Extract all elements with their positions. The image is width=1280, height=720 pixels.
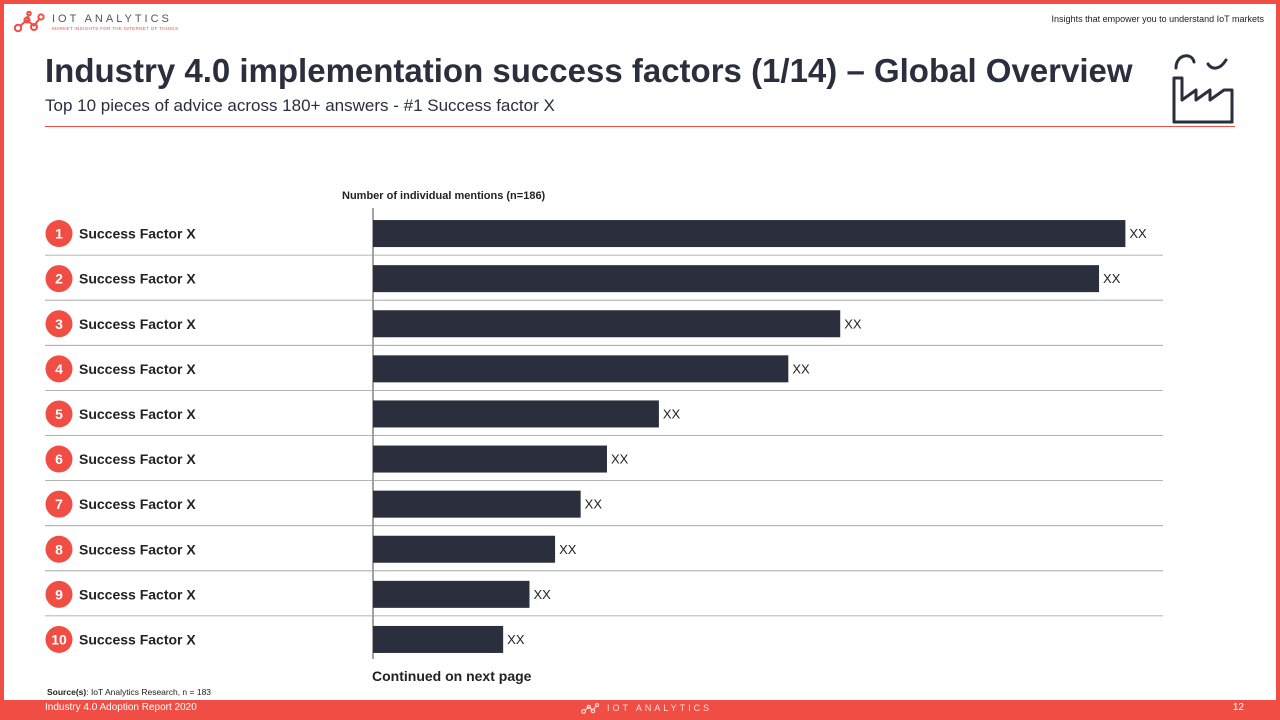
footer-logo: IOT ANALYTICS bbox=[578, 701, 712, 715]
chart-axis-title: Number of individual mentions (n=186) bbox=[342, 190, 546, 202]
value-label: XX bbox=[533, 587, 551, 602]
rank-badge bbox=[45, 535, 73, 563]
brand-logo: IOT ANALYTICS MARKET INSIGHTS FOR THE IN… bbox=[12, 10, 178, 34]
rank-badge bbox=[45, 445, 73, 473]
footer-network-logo-icon bbox=[581, 702, 600, 714]
rank-number: 5 bbox=[55, 406, 63, 422]
value-label: XX bbox=[611, 452, 629, 467]
bar bbox=[373, 220, 1126, 248]
category-label: Success Factor X bbox=[79, 451, 196, 467]
category-label: Success Factor X bbox=[79, 496, 196, 512]
page-title: Industry 4.0 implementation success fact… bbox=[45, 52, 1133, 89]
rank-badge bbox=[45, 580, 73, 608]
bar bbox=[373, 490, 581, 518]
bar bbox=[373, 355, 789, 383]
rank-number: 10 bbox=[51, 631, 67, 647]
value-label: XX bbox=[585, 497, 603, 512]
rank-badge bbox=[45, 490, 73, 518]
brand-tagline-small: MARKET INSIGHTS FOR THE INTERNET OF THIN… bbox=[52, 26, 179, 31]
bar bbox=[373, 445, 607, 473]
rank-badge bbox=[45, 310, 73, 338]
network-logo-icon bbox=[13, 10, 45, 33]
source-label: Source(s) bbox=[47, 687, 87, 697]
bar bbox=[373, 400, 659, 428]
rank-badge bbox=[45, 355, 73, 383]
value-label: XX bbox=[792, 361, 810, 376]
rank-number: 3 bbox=[55, 316, 63, 332]
factory-icon bbox=[1172, 54, 1234, 124]
value-label: XX bbox=[1103, 271, 1121, 286]
bar bbox=[373, 535, 556, 563]
category-label: Success Factor X bbox=[79, 226, 196, 242]
value-label: XX bbox=[844, 316, 862, 331]
source-text: : IoT Analytics Research, n = 183 bbox=[86, 687, 212, 697]
rank-badge bbox=[45, 400, 73, 428]
category-label: Success Factor X bbox=[79, 361, 196, 377]
rank-number: 8 bbox=[55, 541, 63, 557]
category-label: Success Factor X bbox=[79, 541, 196, 557]
footer-report-name: Industry 4.0 Adoption Report 2020 bbox=[45, 702, 197, 713]
value-label: XX bbox=[507, 632, 525, 647]
footer-logo-name: IOT ANALYTICS bbox=[607, 703, 713, 713]
bar bbox=[373, 625, 504, 653]
rank-number: 6 bbox=[55, 451, 63, 467]
rank-number: 7 bbox=[55, 496, 63, 512]
page-number: 12 bbox=[1232, 702, 1244, 713]
rank-number: 4 bbox=[55, 361, 63, 377]
category-label: Success Factor X bbox=[79, 406, 196, 422]
value-label: XX bbox=[559, 542, 577, 557]
value-label: XX bbox=[1129, 226, 1147, 241]
rank-badge bbox=[45, 265, 73, 293]
brand-name: IOT ANALYTICS bbox=[52, 13, 172, 25]
source-note: Source(s): IoT Analytics Research, n = 1… bbox=[47, 687, 211, 697]
rank-number: 9 bbox=[55, 586, 63, 602]
bar bbox=[373, 580, 530, 608]
top-tagline: Insights that empower you to understand … bbox=[1051, 14, 1264, 24]
continued-note: Continued on next page bbox=[372, 668, 532, 684]
bar-chart: 1 Success Factor X XX2 Success Factor X XX3 S… bbox=[45, 208, 1163, 659]
bar bbox=[373, 265, 1100, 293]
rank-number: 1 bbox=[55, 226, 63, 242]
category-label: Success Factor X bbox=[79, 631, 196, 647]
value-label: XX bbox=[663, 406, 681, 421]
category-label: Success Factor X bbox=[79, 586, 196, 602]
bar bbox=[373, 310, 841, 338]
title-divider bbox=[45, 126, 1235, 127]
rank-badge bbox=[45, 625, 73, 653]
footer-bar: Industry 4.0 Adoption Report 2020 IOT AN… bbox=[4, 700, 1276, 716]
category-label: Success Factor X bbox=[79, 271, 196, 287]
rank-number: 2 bbox=[55, 271, 63, 287]
category-label: Success Factor X bbox=[79, 316, 196, 332]
rank-badge bbox=[45, 220, 73, 248]
page-subtitle: Top 10 pieces of advice across 180+ answ… bbox=[45, 96, 555, 115]
